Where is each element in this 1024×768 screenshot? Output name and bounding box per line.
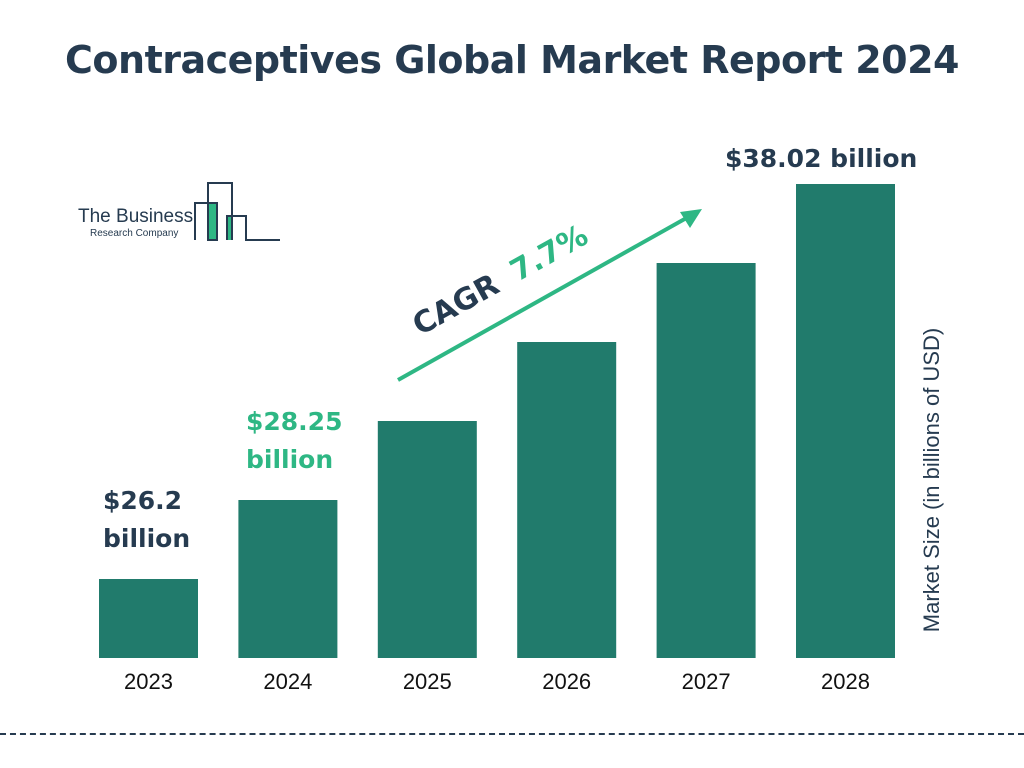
bar-2027 [656, 263, 756, 658]
data-label-2028: $38.02 billion [725, 144, 918, 173]
bar-2025 [377, 421, 477, 658]
bar-2026 [517, 342, 617, 658]
chart-title: Contraceptives Global Market Report 2024 [65, 38, 959, 82]
company-logo: The Business Research Company [78, 182, 280, 241]
bar-2028 [796, 184, 895, 658]
bar-2024 [238, 500, 338, 658]
y-axis-label: Market Size (in billions of USD) [919, 327, 944, 633]
logo-line1: The Business [78, 206, 193, 227]
x-tick-2026: 2026 [542, 669, 591, 694]
cagr-prefix: CAGR [407, 267, 505, 343]
cagr-arrow [397, 209, 702, 382]
data-label-2023: $26.2 billion [103, 486, 191, 553]
bar-2023 [99, 579, 198, 658]
x-tick-2025: 2025 [403, 669, 452, 694]
x-tick-2028: 2028 [821, 669, 870, 694]
x-tick-2024: 2024 [263, 669, 312, 694]
x-tick-2027: 2027 [682, 669, 731, 694]
x-tick-2023: 2023 [124, 669, 173, 694]
footer-divider [0, 733, 1024, 735]
logo-line2: Research Company [90, 228, 178, 239]
data-label-2024: $28.25 billion [246, 407, 343, 474]
